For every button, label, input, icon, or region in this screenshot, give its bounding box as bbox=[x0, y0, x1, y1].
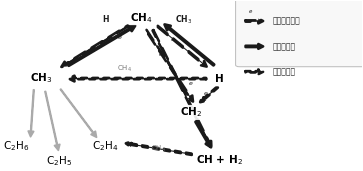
FancyArrowPatch shape bbox=[146, 30, 193, 102]
FancyArrowPatch shape bbox=[164, 24, 214, 65]
Text: e: e bbox=[118, 35, 122, 40]
Text: 电子碰撞分解: 电子碰撞分解 bbox=[273, 17, 301, 25]
Text: CH + H$_2$: CH + H$_2$ bbox=[196, 153, 243, 167]
Text: e: e bbox=[159, 52, 163, 57]
FancyArrowPatch shape bbox=[200, 87, 218, 102]
FancyArrowPatch shape bbox=[126, 142, 192, 155]
Text: CH$_4$: CH$_4$ bbox=[130, 11, 152, 24]
Text: CH$_4$: CH$_4$ bbox=[151, 144, 166, 154]
FancyArrowPatch shape bbox=[157, 26, 207, 67]
FancyArrowPatch shape bbox=[61, 25, 128, 67]
FancyArrowPatch shape bbox=[196, 121, 211, 147]
Text: C$_2$H$_6$: C$_2$H$_6$ bbox=[3, 139, 29, 153]
Text: 自由基结合: 自由基结合 bbox=[273, 42, 296, 51]
FancyBboxPatch shape bbox=[236, 0, 363, 67]
FancyArrowPatch shape bbox=[245, 19, 263, 23]
FancyArrowPatch shape bbox=[45, 91, 60, 150]
FancyArrowPatch shape bbox=[69, 76, 206, 81]
Text: H: H bbox=[102, 15, 109, 24]
Text: e: e bbox=[171, 37, 175, 42]
Text: CH$_4$: CH$_4$ bbox=[118, 64, 132, 74]
Text: C$_2$H$_4$: C$_2$H$_4$ bbox=[92, 139, 118, 153]
Text: 自由基碰撞: 自由基碰撞 bbox=[273, 67, 296, 76]
Text: CH$_3$: CH$_3$ bbox=[175, 13, 192, 26]
Text: e: e bbox=[189, 81, 193, 86]
FancyArrowPatch shape bbox=[245, 44, 263, 49]
FancyArrowPatch shape bbox=[68, 26, 135, 66]
FancyArrowPatch shape bbox=[28, 90, 34, 137]
FancyArrowPatch shape bbox=[152, 30, 211, 147]
Text: e: e bbox=[249, 9, 252, 14]
Text: CH$_3$: CH$_3$ bbox=[30, 72, 52, 86]
Text: e: e bbox=[203, 91, 207, 96]
Text: CH$_2$: CH$_2$ bbox=[180, 106, 202, 119]
Text: H: H bbox=[215, 74, 224, 84]
Text: C$_2$H$_5$: C$_2$H$_5$ bbox=[46, 155, 72, 168]
FancyArrowPatch shape bbox=[245, 69, 263, 74]
FancyArrowPatch shape bbox=[60, 89, 97, 137]
